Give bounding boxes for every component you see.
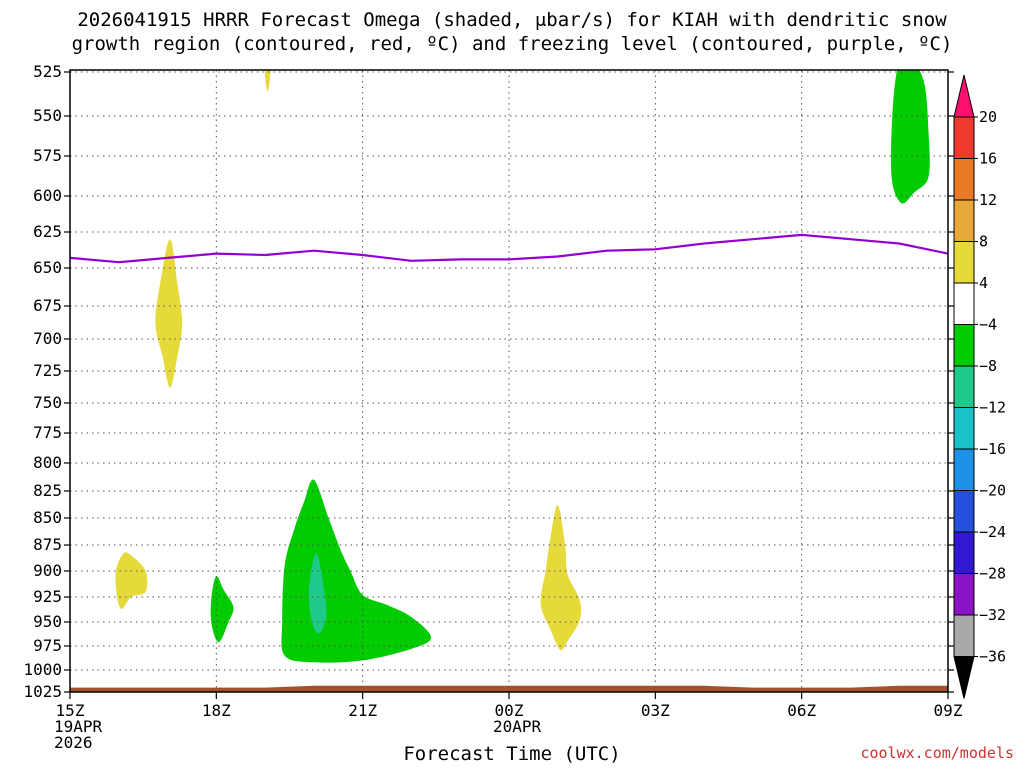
terrain-surface (70, 685, 948, 692)
y-tick-label: 1000 (23, 660, 62, 679)
colorbar-label: −12 (979, 399, 1006, 417)
colorbar-swatch (953, 531, 975, 574)
y-tick-label: 625 (33, 222, 62, 241)
y-tick-label: 650 (33, 258, 62, 277)
omega-region-1 (264, 70, 271, 92)
y-tick-label: 875 (33, 535, 62, 554)
colorbar-swatch (953, 116, 975, 159)
x-tick-label: 20APR (493, 717, 542, 736)
colorbar-swatch (953, 199, 975, 242)
x-tick-label: 21Z (348, 701, 377, 720)
x-tick-label: 19APR (54, 717, 103, 736)
colorbar-label: −4 (979, 316, 997, 334)
colorbar-swatch (953, 448, 975, 491)
terrain-layer (70, 685, 948, 692)
colorbar-label: −24 (979, 523, 1006, 541)
colorbar-label: −36 (979, 648, 1006, 666)
colorbar-swatch (953, 614, 975, 657)
colorbar-label: 4 (979, 274, 988, 292)
y-tick-label: 525 (33, 62, 62, 81)
x-tick-label: 2026 (54, 733, 93, 752)
omega-region-2 (155, 239, 183, 388)
omega-region-6 (210, 576, 234, 643)
y-tick-label: 925 (33, 587, 62, 606)
x-tick-label: 06Z (787, 701, 816, 720)
colorbar-label: −16 (979, 440, 1006, 458)
y-tick-label: 575 (33, 146, 62, 165)
y-tick-label: 800 (33, 453, 62, 472)
y-tick-label: 850 (33, 508, 62, 527)
axes: 525 550 575 600 625 650 675 700 725 750 775 800 825 8… (23, 62, 962, 752)
y-tick-label: 900 (33, 561, 62, 580)
colorbar-swatch (953, 490, 975, 533)
colorbar-label: −8 (979, 357, 997, 375)
colorbar-swatch (953, 158, 975, 201)
y-tick-label: 600 (33, 186, 62, 205)
colorbar-swatch (953, 241, 975, 284)
colorbar-arrow-bottom (953, 656, 975, 699)
x-tick-label: 00Z (495, 701, 524, 720)
colorbar-swatch (953, 365, 975, 408)
colorbar-label: −32 (979, 606, 1006, 624)
colorbar-label: 8 (979, 233, 988, 251)
x-tick-label: 18Z (202, 701, 231, 720)
colorbar-swatch (953, 324, 975, 367)
x-tick-label: 03Z (641, 701, 670, 720)
colorbar-label: 16 (979, 150, 997, 168)
freezing-level-line (70, 233, 948, 264)
colorbar: 20 16 12 8 4 −4 −8 −12 −16 −20 −24 −28 −32 −36 (953, 74, 1006, 699)
chart-title-line-1: 2026041915 HRRR Forecast Omega (shaded, … (77, 9, 947, 31)
omega-region-3 (115, 552, 148, 610)
omega-region-5 (890, 70, 930, 204)
y-tick-label: 700 (33, 329, 62, 348)
freezing-level-layer (70, 233, 948, 264)
x-axis-label: Forecast Time (UTC) (403, 743, 621, 765)
colorbar-arrow-top (953, 74, 975, 118)
y-tick-label: 725 (33, 361, 62, 380)
colorbar-label: −20 (979, 482, 1006, 500)
colorbar-label: −28 (979, 565, 1006, 583)
y-tick-label: 975 (33, 636, 62, 655)
grid-lines (70, 70, 948, 692)
colorbar-swatch (953, 282, 975, 325)
y-tick-label: 775 (33, 423, 62, 442)
y-tick-label: 1025 (23, 682, 62, 701)
y-tick-label: 675 (33, 296, 62, 315)
colorbar-label: 20 (979, 108, 997, 126)
omega-region-8 (308, 553, 327, 634)
colorbar-label: 12 (979, 191, 997, 209)
credit-link[interactable]: coolwx.com/models (860, 744, 1014, 762)
chart-title-line-2: growth region (contoured, red, ºC) and f… (71, 33, 953, 55)
omega-region-4 (540, 504, 582, 651)
y-tick-label: 950 (33, 612, 62, 631)
colorbar-swatch (953, 407, 975, 450)
y-tick-label: 750 (33, 393, 62, 412)
colorbar-swatch (953, 573, 975, 616)
y-tick-label: 825 (33, 481, 62, 500)
y-tick-label: 550 (33, 106, 62, 125)
x-tick-label: 09Z (934, 701, 963, 720)
x-tick-label: 15Z (56, 701, 85, 720)
